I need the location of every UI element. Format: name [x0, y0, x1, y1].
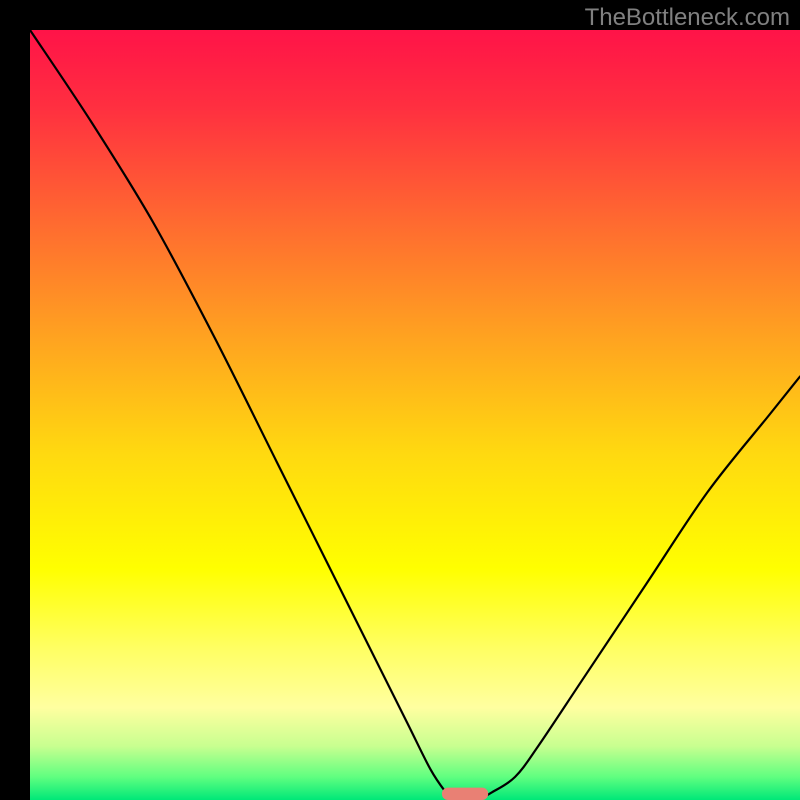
bottleneck-chart: TheBottleneck.com [0, 0, 800, 800]
optimal-range-marker [442, 788, 488, 800]
plot-area [30, 30, 800, 800]
chart-svg [30, 30, 800, 800]
gradient-background [30, 30, 800, 800]
watermark-text: TheBottleneck.com [585, 4, 790, 32]
